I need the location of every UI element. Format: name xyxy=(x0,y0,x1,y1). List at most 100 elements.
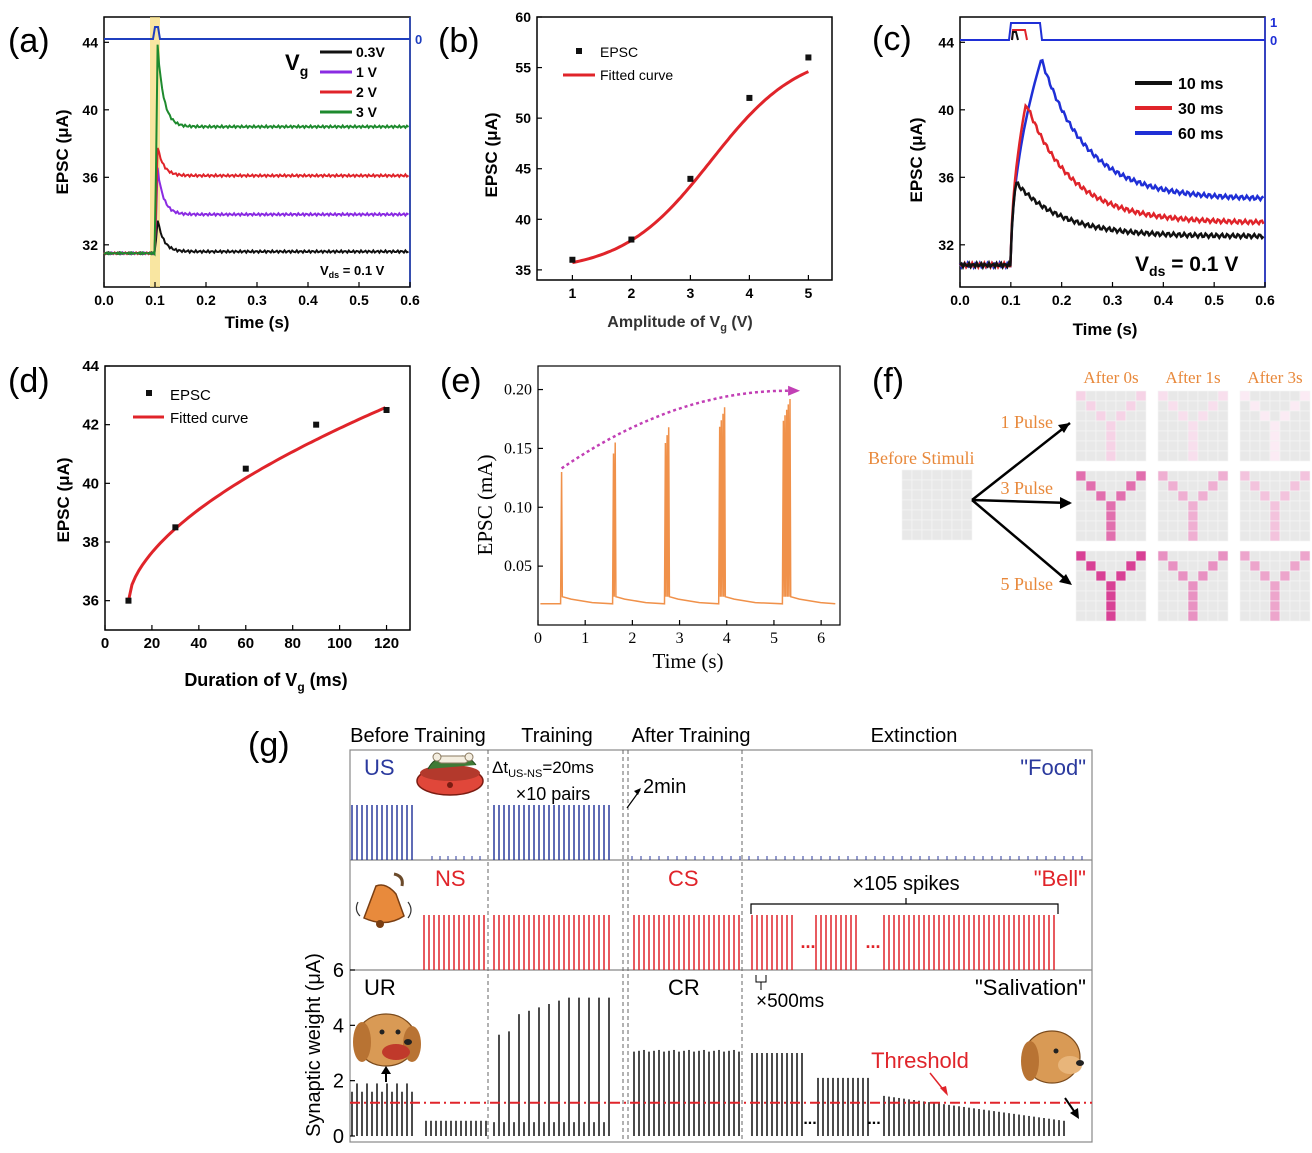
pixel-cell xyxy=(951,509,963,521)
gate-pulse-60-c xyxy=(960,22,1265,41)
pixel-cell xyxy=(931,489,943,501)
pixel-cell xyxy=(1259,580,1271,592)
pixel-cell xyxy=(1207,390,1219,402)
pixel-cell xyxy=(1217,530,1229,542)
pixel-cell xyxy=(1177,610,1189,622)
pixel-cell xyxy=(1115,530,1127,542)
epsc-point-d xyxy=(313,421,320,428)
pixel-cell xyxy=(951,519,963,531)
pixel-cell xyxy=(1085,520,1097,532)
pixel-cell xyxy=(1187,600,1199,612)
pixel-cell xyxy=(1115,560,1127,572)
pixel-cell xyxy=(1095,450,1107,462)
pixel-cell xyxy=(1157,590,1169,602)
pixel-cell xyxy=(1239,500,1251,512)
pixel-cell xyxy=(1239,600,1251,612)
stimulus-grid xyxy=(1157,390,1229,462)
pixel-cell xyxy=(911,529,923,541)
pixel-cell xyxy=(1105,530,1117,542)
pixel-cell xyxy=(1269,560,1281,572)
pixel-cell xyxy=(1289,500,1301,512)
pixel-cell xyxy=(1279,400,1291,412)
pixel-cell xyxy=(1269,430,1281,442)
pixel-cell xyxy=(1167,430,1179,442)
pixel-cell xyxy=(1187,570,1199,582)
y-tick-label: 0 xyxy=(333,1126,344,1148)
pixel-cell xyxy=(1135,410,1147,422)
y-tick-label: 40 xyxy=(515,211,531,227)
x-tick-label: 0.5 xyxy=(1204,292,1224,308)
stimuli-arrows xyxy=(971,422,1072,585)
pixel-cell xyxy=(1075,480,1087,492)
pixel-cell xyxy=(1085,550,1097,562)
x-tick-label: 0.6 xyxy=(400,292,420,308)
spikes-bracket xyxy=(750,898,1059,914)
pixel-cell xyxy=(1085,600,1097,612)
pixel-cell xyxy=(1259,590,1271,602)
legend-title-a: Vg xyxy=(285,50,308,79)
pixel-cell xyxy=(901,469,913,481)
pixel-cell xyxy=(1249,430,1261,442)
pixel-cell xyxy=(1197,590,1209,602)
pixel-cell xyxy=(1177,560,1189,572)
vds-annotation-a: Vds = 0.1 V xyxy=(320,263,385,280)
pixel-cell xyxy=(1177,430,1189,442)
y-label-c: EPSC (μA) xyxy=(907,117,926,202)
pixel-cell xyxy=(1075,400,1087,412)
pixel-cell xyxy=(1259,560,1271,572)
pixel-cell xyxy=(1217,440,1229,452)
plot-frame-b xyxy=(536,16,833,281)
pixel-cell xyxy=(1135,480,1147,492)
ns-label: NS xyxy=(435,866,466,891)
pixel-cell xyxy=(1279,440,1291,452)
stimulus-grid xyxy=(1157,470,1229,542)
pixel-cell xyxy=(1075,610,1087,622)
pixel-cell xyxy=(1259,600,1271,612)
pixel-cell xyxy=(911,499,923,511)
pixel-cell xyxy=(951,469,963,481)
stimulus-grid xyxy=(1239,550,1311,622)
y-label-d: EPSC (μA) xyxy=(54,457,73,542)
y-label-b: EPSC (μA) xyxy=(482,112,501,197)
pixel-cell xyxy=(1217,450,1229,462)
legend-d: EPSC Fitted curve xyxy=(133,387,248,427)
pixel-cell xyxy=(921,469,933,481)
pixel-cell xyxy=(1125,480,1137,492)
pixel-cell xyxy=(1105,570,1117,582)
epsc-line-1 xyxy=(103,167,409,256)
pixel-cell xyxy=(1269,490,1281,502)
pixel-cell xyxy=(921,509,933,521)
pixel-cell xyxy=(1239,530,1251,542)
pixel-cell xyxy=(1269,440,1281,452)
right-tick-a: 0 xyxy=(415,32,422,47)
pixel-cell xyxy=(1157,570,1169,582)
legend-a: 0.3V 1 V 2 V 3 V xyxy=(320,44,385,120)
pixel-cell xyxy=(1085,400,1097,412)
pixel-cell xyxy=(1279,520,1291,532)
y-label-e: EPSC (mA) xyxy=(473,455,497,556)
pixel-cell xyxy=(1289,570,1301,582)
pixel-cell xyxy=(1279,470,1291,482)
pixel-cell xyxy=(941,519,953,531)
pixel-cell xyxy=(1207,590,1219,602)
pixel-cell xyxy=(1135,500,1147,512)
pixel-cell xyxy=(1135,490,1147,502)
pixel-cell xyxy=(1167,470,1179,482)
row-label: 1 Pulse xyxy=(1000,412,1053,432)
right-tick-one-c: 1 xyxy=(1270,15,1277,30)
row-label: 3 Pulse xyxy=(1000,478,1053,498)
pixel-cell xyxy=(1115,400,1127,412)
pixel-cell xyxy=(1289,400,1301,412)
epsc-point-b xyxy=(628,236,635,243)
pixel-cell xyxy=(1249,390,1261,402)
pixel-cell xyxy=(1115,470,1127,482)
pixel-cell xyxy=(1259,420,1271,432)
pixel-cell xyxy=(1125,510,1137,522)
ns-ellipsis-2: ... xyxy=(865,932,880,952)
before-grid xyxy=(901,469,973,541)
pixel-cell xyxy=(1177,580,1189,592)
pixel-cell xyxy=(1157,510,1169,522)
pixel-cell xyxy=(1105,500,1117,512)
ur-arrowhead xyxy=(381,1066,391,1074)
pixel-cell xyxy=(1135,510,1147,522)
